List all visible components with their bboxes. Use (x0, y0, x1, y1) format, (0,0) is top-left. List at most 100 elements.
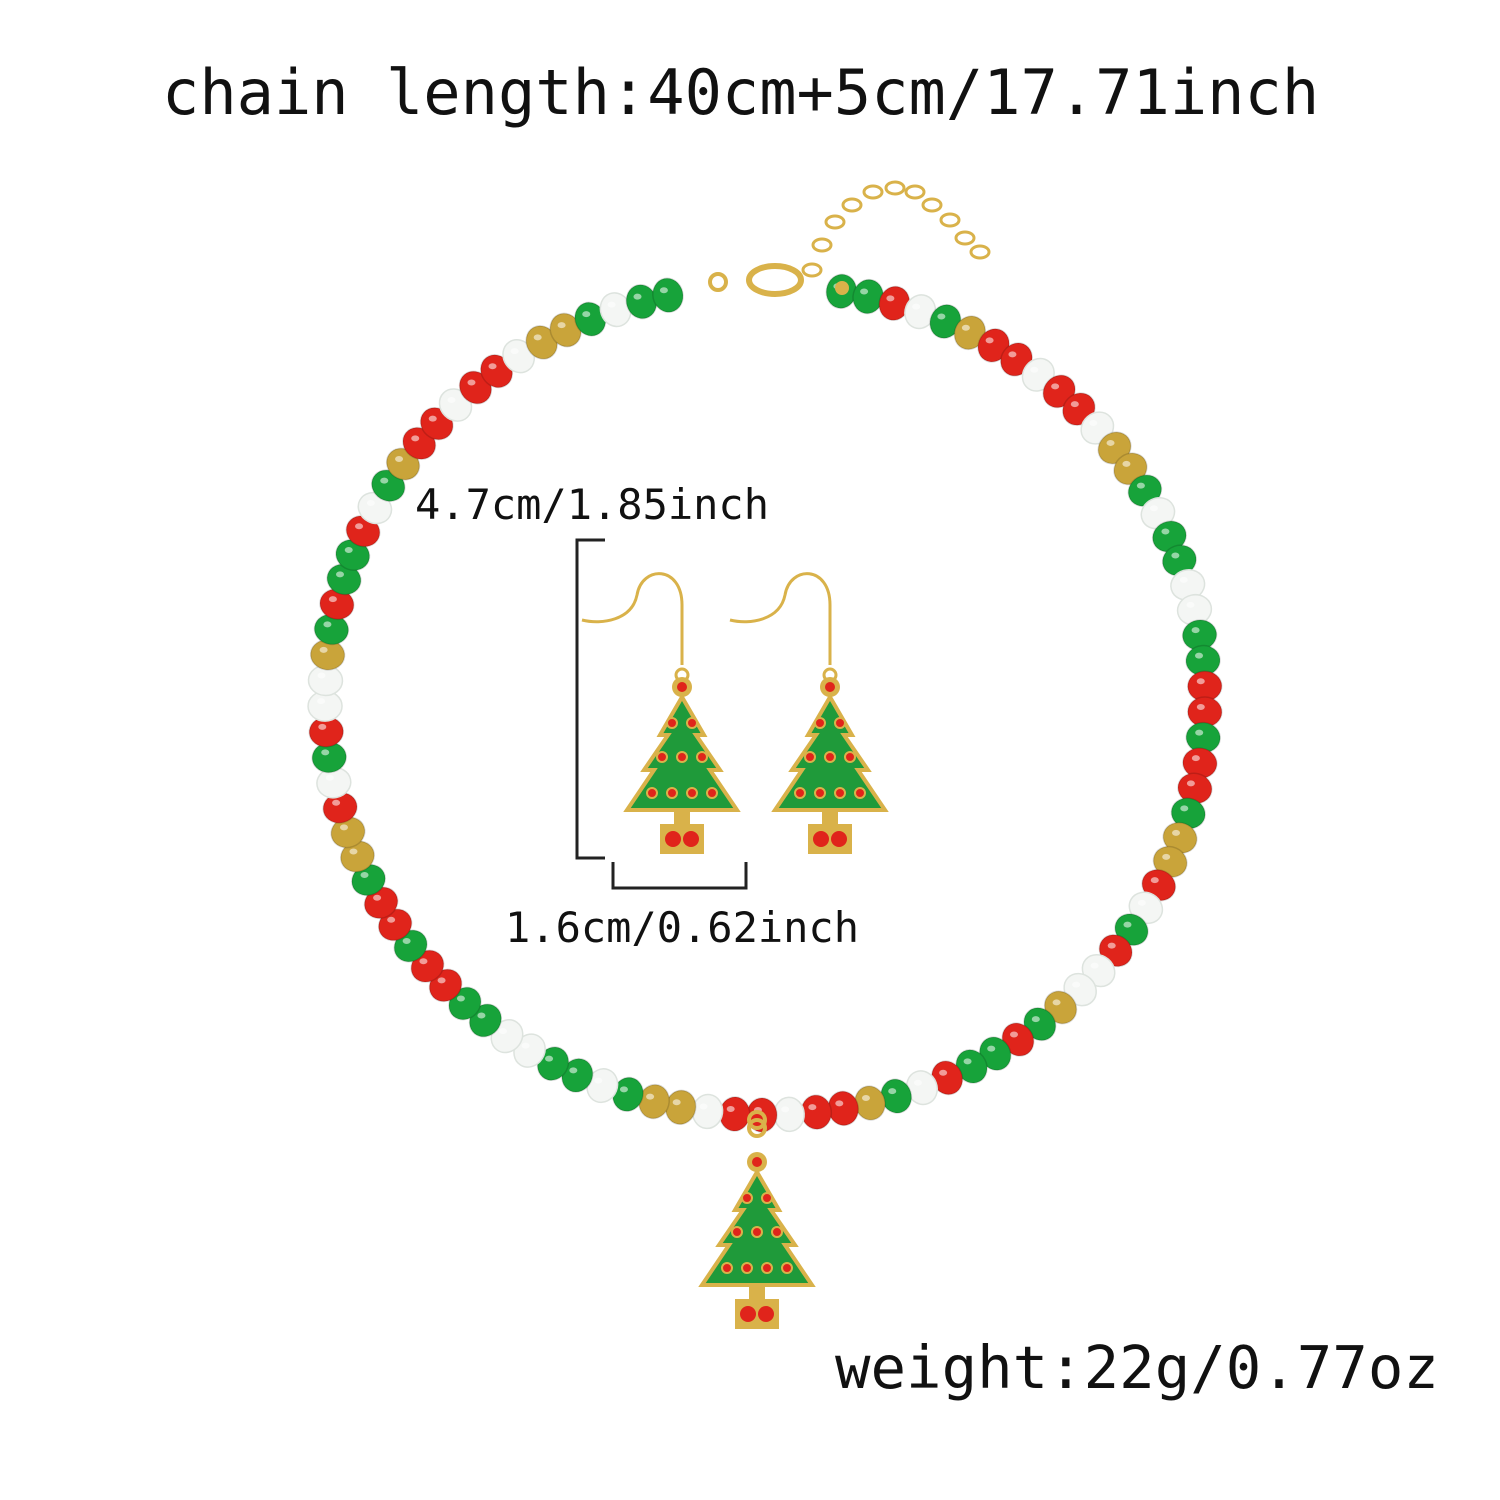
pendant-ring (747, 1110, 767, 1130)
bead-highlight (456, 995, 465, 1002)
bead-highlight (387, 916, 396, 923)
bead-highlight (1150, 877, 1159, 884)
ornament-gem (696, 751, 708, 763)
bead-highlight (808, 1104, 817, 1111)
bead-highlight (699, 1103, 708, 1110)
bead-highlight (888, 1088, 897, 1095)
ornament-gem (761, 1262, 773, 1274)
bead-highlight (339, 824, 348, 831)
bead-highlight (912, 303, 921, 310)
bead-highlight (1171, 552, 1180, 559)
trunk (822, 810, 838, 824)
bead-highlight (1191, 627, 1200, 634)
bead-highlight (861, 1095, 870, 1102)
bead-highlight (323, 621, 332, 628)
bead-highlight (360, 871, 369, 878)
chain-link (862, 184, 884, 200)
trunk (749, 1285, 765, 1299)
ornament-gem (686, 787, 698, 799)
bead-highlight (373, 894, 382, 901)
right-earring (729, 572, 889, 854)
ornament-gem (706, 787, 718, 799)
bead-highlight (860, 288, 869, 295)
bead-highlight (1051, 383, 1060, 390)
bead-highlight (835, 1100, 844, 1107)
bead-highlight (963, 1058, 972, 1065)
bead-highlight (321, 749, 330, 756)
ornament-gem (731, 1226, 743, 1238)
ornament-gem (751, 1226, 763, 1238)
bead-highlight (1179, 576, 1188, 583)
pot-gem (740, 1306, 756, 1322)
star-gem (677, 682, 687, 692)
bead-highlight (1089, 420, 1098, 427)
chain-link (811, 237, 833, 253)
bead-highlight (545, 1055, 554, 1062)
ornament-gem (834, 787, 846, 799)
bead-highlight (325, 774, 334, 781)
chain-link (904, 184, 926, 200)
bead-highlight (317, 698, 326, 705)
end-bead (835, 281, 849, 295)
chain-link (884, 180, 906, 196)
bead-highlight (726, 1106, 735, 1113)
bead-highlight (1195, 652, 1204, 659)
earring-height-label: 4.7cm/1.85inch (415, 480, 770, 529)
chain-length-label: chain length:40cm+5cm/17.71inch (162, 56, 1320, 129)
ornament-gem (721, 1262, 733, 1274)
chain-link (921, 197, 943, 213)
bead-highlight (1195, 729, 1204, 736)
lobster-clasp (746, 263, 804, 297)
bead-highlight (913, 1079, 922, 1086)
ornament-gem (844, 751, 856, 763)
ornament-gem (686, 717, 698, 729)
bead (652, 277, 684, 313)
left-earring (581, 572, 741, 854)
bead-highlight (1172, 829, 1181, 836)
star-gem (825, 682, 835, 692)
bead (718, 1096, 751, 1132)
dimension-brackets (575, 538, 748, 890)
ornament-gem (824, 751, 836, 763)
lobster-clasp-extender-chain (708, 180, 991, 297)
star-gem (752, 1157, 762, 1167)
trunk (674, 810, 690, 824)
bead-highlight (510, 348, 519, 355)
earring-width-label: 1.6cm/0.62inch (505, 903, 860, 952)
ornament-gem (646, 787, 658, 799)
bead-highlight (619, 1086, 628, 1093)
bead-highlight (781, 1106, 790, 1113)
bead-highlight (419, 958, 428, 965)
weight-label: weight:22g/0.77oz (835, 1333, 1439, 1402)
bead-highlight (488, 363, 497, 370)
bead-highlight (1010, 1031, 1019, 1038)
pot-gem (813, 831, 829, 847)
bead-highlight (317, 672, 326, 679)
bead-highlight (328, 596, 337, 603)
bead-highlight (672, 1099, 681, 1106)
bead-highlight (380, 477, 389, 484)
bead-highlight (395, 456, 404, 463)
ornament-gem (741, 1262, 753, 1274)
bead-highlight (1030, 366, 1039, 373)
bead-highlight (447, 397, 456, 404)
bead-highlight (428, 415, 437, 422)
bead-highlight (349, 848, 358, 855)
ear-hook (729, 572, 832, 665)
bead-highlight (411, 435, 420, 442)
bead-highlight (1122, 460, 1131, 467)
bead-highlight (1162, 853, 1171, 860)
chain-link (954, 230, 976, 246)
bead-highlight (437, 977, 446, 984)
bead-highlight (467, 379, 476, 386)
bead-highlight (1072, 981, 1081, 988)
bead-highlight (355, 523, 364, 530)
bead-highlight (477, 1012, 486, 1019)
bead-highlight (939, 1069, 948, 1076)
bead-highlight (1137, 899, 1146, 906)
pot-gem (758, 1306, 774, 1322)
chain-link (824, 214, 846, 230)
bead-highlight (533, 334, 542, 341)
